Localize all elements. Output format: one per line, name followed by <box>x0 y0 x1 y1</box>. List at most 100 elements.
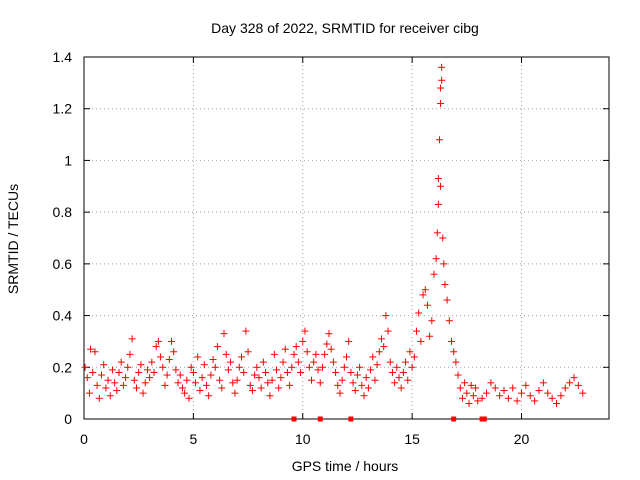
baseline-marker <box>291 416 297 422</box>
data-point <box>292 343 300 351</box>
data-point <box>196 387 204 395</box>
data-point <box>472 384 480 392</box>
data-point <box>469 392 477 400</box>
data-point <box>262 368 270 376</box>
y-tick-label: 0.8 <box>53 204 73 220</box>
data-point <box>227 358 235 366</box>
y-tick-label: 1 <box>64 152 72 168</box>
data-point <box>417 337 425 345</box>
baseline-marker <box>451 416 457 422</box>
data-point <box>117 358 125 366</box>
data-point <box>102 384 110 392</box>
data-point <box>266 392 274 400</box>
y-axis-label: SRMTID / TECUs <box>5 184 21 294</box>
baseline-marker <box>348 416 354 422</box>
data-point <box>268 376 276 384</box>
data-point <box>440 260 448 268</box>
chart-title: Day 328 of 2022, SRMTID for receiver cib… <box>211 20 479 36</box>
data-point <box>382 312 390 320</box>
data-point <box>434 175 442 183</box>
data-point <box>264 379 272 387</box>
baseline-marker <box>481 416 487 422</box>
data-point <box>579 389 587 397</box>
y-tick-label: 0 <box>64 411 72 427</box>
data-point <box>438 76 446 84</box>
data-point <box>128 335 136 343</box>
data-point <box>574 381 582 389</box>
data-point <box>95 394 103 402</box>
data-point <box>367 366 375 374</box>
data-point <box>513 397 521 405</box>
data-point <box>408 363 416 371</box>
axis-ticks: 0 5 10 15 20 0 0.2 0.4 0.6 0.8 1 1.2 1.4 <box>53 49 609 447</box>
data-point <box>305 363 313 371</box>
data-point <box>419 291 427 299</box>
data-point <box>318 363 326 371</box>
data-point <box>152 343 160 351</box>
data-point <box>432 255 440 263</box>
data-point <box>395 374 403 382</box>
data-point <box>257 384 265 392</box>
data-point <box>553 399 560 407</box>
data-point <box>85 389 93 397</box>
data-point <box>139 389 147 397</box>
data-point <box>443 296 451 304</box>
data-point <box>259 358 267 366</box>
data-point <box>216 376 224 384</box>
data-point <box>428 317 436 325</box>
data-point <box>124 363 132 371</box>
data-point <box>441 281 449 289</box>
data-point <box>491 384 499 392</box>
data-point <box>364 384 372 392</box>
data-point <box>393 363 401 371</box>
data-point <box>273 366 280 374</box>
data-point <box>255 374 263 382</box>
x-tick-label: 15 <box>404 431 420 447</box>
data-point <box>347 368 355 376</box>
baseline-marker <box>317 416 323 422</box>
data-point <box>518 389 525 397</box>
data-point <box>98 371 105 379</box>
data-point <box>279 358 287 366</box>
data-point <box>373 361 381 369</box>
data-point <box>535 387 543 395</box>
data-point <box>106 392 114 400</box>
data-point <box>207 371 215 379</box>
data-point <box>253 363 261 371</box>
data-point <box>122 374 130 382</box>
data-point <box>181 389 189 397</box>
data-point <box>410 353 418 361</box>
data-point <box>141 379 149 387</box>
data-point <box>380 343 388 351</box>
data-point <box>332 368 340 376</box>
data-point <box>100 361 108 369</box>
x-axis-label: GPS time / hours <box>292 458 399 474</box>
data-point <box>288 363 296 371</box>
data-point <box>500 387 508 395</box>
data-point <box>170 348 178 356</box>
data-point <box>113 387 121 395</box>
data-point <box>526 392 534 400</box>
data-point <box>154 337 162 345</box>
data-point <box>496 392 504 400</box>
plot-frame <box>83 56 610 420</box>
data-point <box>539 379 547 387</box>
data-point <box>281 345 289 353</box>
data-point <box>448 337 455 345</box>
data-point <box>303 348 311 356</box>
data-point <box>338 376 346 384</box>
data-point <box>371 376 379 384</box>
data-points <box>81 63 587 407</box>
data-point <box>297 368 305 376</box>
data-point <box>248 387 256 395</box>
data-point <box>474 397 482 405</box>
data-point <box>222 350 230 358</box>
data-point <box>458 394 466 402</box>
data-point <box>384 327 392 335</box>
data-point <box>176 371 184 379</box>
data-point <box>388 368 396 376</box>
data-point <box>561 384 569 392</box>
data-point <box>244 348 252 356</box>
data-point <box>211 363 219 371</box>
